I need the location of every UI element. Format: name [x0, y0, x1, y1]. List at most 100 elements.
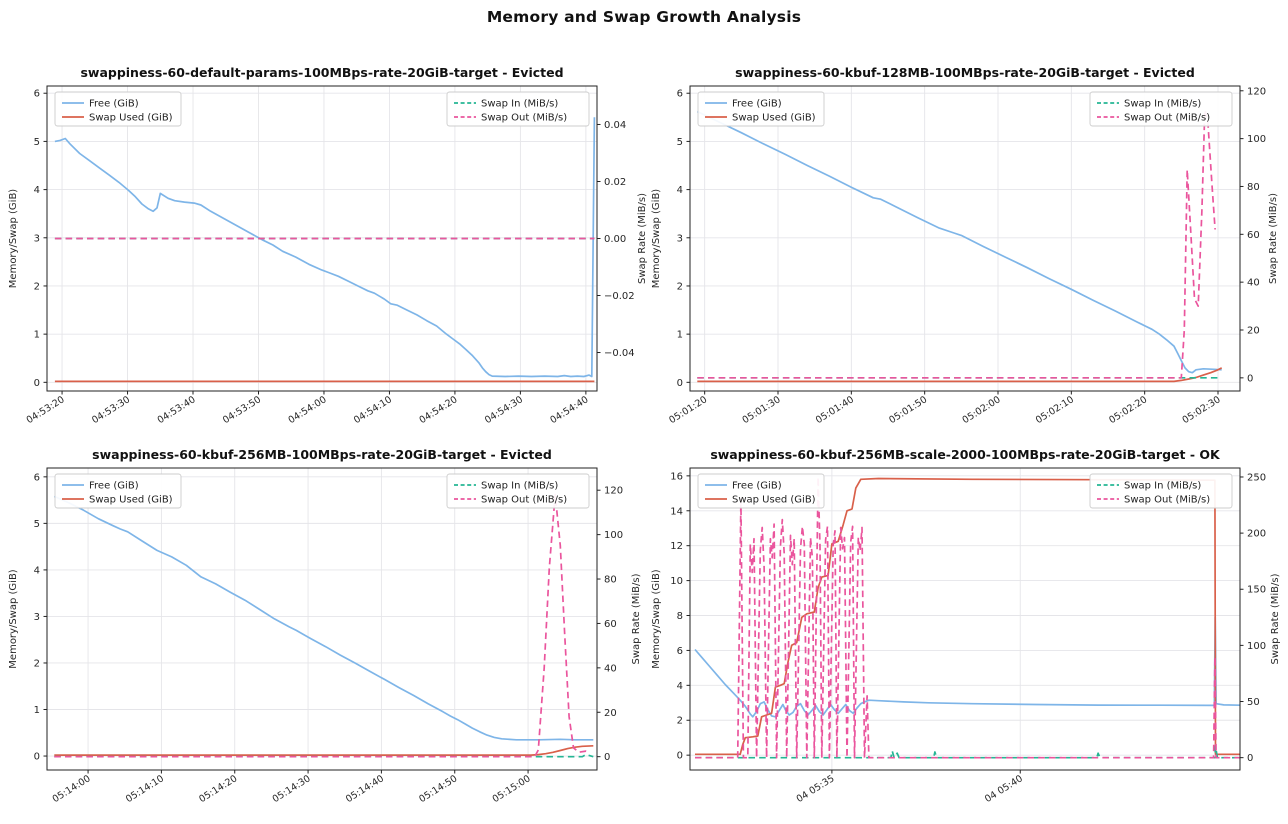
y-right-tick-label: 60: [1247, 230, 1260, 241]
y-left-tick-label: 5: [34, 519, 40, 530]
series-free: [53, 495, 594, 741]
x-tick-label: 05:14:20: [197, 773, 239, 805]
ylabel-right: Swap Rate (MiB/s): [1268, 193, 1279, 284]
subplot-0: 04:53:20 04:53:30 04:53:40 04:53:50 04:54:00…: [8, 65, 648, 426]
x-tick-label: 04:53:50: [221, 394, 263, 426]
legend-box: [697, 91, 825, 127]
series-swap-out: [695, 476, 1240, 759]
series-swap-out: [697, 109, 1216, 379]
y-left-tick-label: 5: [677, 137, 683, 148]
x-tick-label: 04 05:35: [795, 773, 837, 805]
y-left-tick-label: 1: [34, 705, 40, 716]
legend-box: [1089, 91, 1233, 127]
legend-label: Free (GiB): [732, 98, 782, 109]
series-lines: [696, 109, 1223, 383]
subplot-1: 05:01:20 05:01:30 05:01:40 05:01:50 05:02:00…: [651, 65, 1279, 426]
y-left-tick-label: 16: [670, 471, 683, 482]
y-left-tick-label: 0: [677, 751, 683, 762]
ylabel-left: Memory/Swap (GiB): [8, 189, 19, 289]
x-tick-label: 04:53:20: [25, 394, 67, 426]
legend-box: [1089, 473, 1233, 509]
ylabel-right: Swap Rate (MiB/s): [1270, 573, 1281, 664]
y-left-tick-label: 5: [34, 137, 40, 148]
y-left-tick-label: 6: [34, 89, 40, 100]
y-left-tick-label: 3: [34, 612, 40, 623]
y-left-tick-label: 6: [677, 89, 683, 100]
y-left-tick-label: 2: [677, 716, 683, 727]
legend-memory: Free (GiB) Swap Used (GiB): [697, 473, 825, 509]
x-tick-label: 05:01:30: [741, 394, 783, 426]
legend-box: [446, 91, 590, 127]
y-right-tick-label: 0: [1247, 373, 1253, 384]
series-swap-used: [54, 744, 594, 756]
y-right-tick-label: 20: [1247, 326, 1260, 337]
subplot-3: 04 05:35 04 05:40 0 2 4 6 8 10 12 14 16 0 50 100 150 20…: [651, 447, 1281, 805]
x-tick-label: 05:14:00: [51, 773, 93, 805]
y-left-tick-label: 14: [670, 506, 683, 517]
legend-label: Swap Used (GiB): [89, 494, 173, 505]
x-tick-label: 05:15:00: [491, 773, 533, 805]
series-free: [54, 117, 596, 378]
page-title: Memory and Swap Growth Analysis: [486, 8, 802, 26]
legend-label: Swap Used (GiB): [89, 112, 173, 123]
legend-memory: Free (GiB) Swap Used (GiB): [697, 91, 825, 127]
y-right-tick-label: 80: [1247, 182, 1260, 193]
series-swap-in: [695, 745, 1240, 759]
gridlines: [47, 468, 597, 770]
y-right-tick-label: 50: [1247, 697, 1260, 708]
chart-title: swappiness-60-kbuf-256MB-scale-2000-100M…: [710, 447, 1221, 462]
series-swap-used: [697, 367, 1223, 383]
series-lines: [54, 117, 596, 383]
y-left-tick-label: 1: [677, 330, 683, 341]
x-tick-label: 04:54:40: [548, 394, 590, 426]
y-left-tick-label: 12: [670, 541, 683, 552]
ylabel-right: Swap Rate (MiB/s): [637, 193, 648, 284]
y-right-tick-label: 80: [604, 575, 617, 586]
legend-label: Swap In (MiB/s): [1124, 98, 1201, 109]
legend-label: Swap Out (MiB/s): [481, 494, 567, 505]
legend-box: [54, 91, 182, 127]
x-tick-label: 04:54:00: [287, 394, 329, 426]
ylabel-left: Memory/Swap (GiB): [651, 189, 662, 289]
legend-box: [446, 473, 590, 509]
y-right-tick-label: 40: [604, 663, 617, 674]
y-left-tick-label: 4: [677, 185, 683, 196]
y-right-tick-label: 0: [1247, 753, 1253, 764]
y-left-tick-label: 2: [34, 658, 40, 669]
series-lines: [53, 493, 594, 758]
y-right-tick-label: 100: [1247, 134, 1266, 145]
plot-border: [689, 467, 1241, 771]
y-right-tick-label: 120: [1247, 86, 1266, 97]
y-left-tick-label: 0: [34, 752, 40, 763]
gridlines: [47, 86, 597, 391]
legend-label: Free (GiB): [89, 480, 139, 491]
ylabel-left: Memory/Swap (GiB): [651, 569, 662, 669]
y-right-tick-label: 100: [1247, 641, 1266, 652]
x-tick-label: 05:14:10: [124, 773, 166, 805]
chart-title: swappiness-60-kbuf-256MB-100MBps-rate-20…: [92, 447, 552, 462]
legend-label: Swap Used (GiB): [732, 494, 816, 505]
legend-label: Free (GiB): [732, 480, 782, 491]
y-left-tick-label: 4: [34, 565, 40, 576]
legend-label: Swap Out (MiB/s): [1124, 112, 1210, 123]
x-tick-label: 05:14:30: [271, 773, 313, 805]
x-tick-label: 04:53:40: [156, 394, 198, 426]
chart-title: swappiness-60-default-params-100MBps-rat…: [80, 65, 563, 80]
y-left-tick-label: 6: [677, 646, 683, 657]
y-right-tick-label: 40: [1247, 278, 1260, 289]
y-right-tick-label: 100: [604, 530, 623, 541]
legend-label: Free (GiB): [89, 98, 139, 109]
y-left-tick-label: 2: [677, 281, 683, 292]
series-free: [696, 110, 1222, 374]
legend-swap-rate: Swap In (MiB/s) Swap Out (MiB/s): [1089, 473, 1233, 509]
x-tick-label: 05:02:00: [961, 394, 1003, 426]
x-tick-label: 04:54:30: [483, 394, 525, 426]
legend-label: Swap In (MiB/s): [1124, 480, 1201, 491]
y-right-tick-label: 0: [604, 752, 610, 763]
legend-label: Swap Out (MiB/s): [1124, 494, 1210, 505]
y-left-tick-label: 0: [34, 378, 40, 389]
legend-swap-rate: Swap In (MiB/s) Swap Out (MiB/s): [1089, 91, 1233, 127]
gridlines: [690, 86, 1240, 391]
series-free: [694, 616, 1240, 718]
gridlines: [690, 468, 1240, 770]
